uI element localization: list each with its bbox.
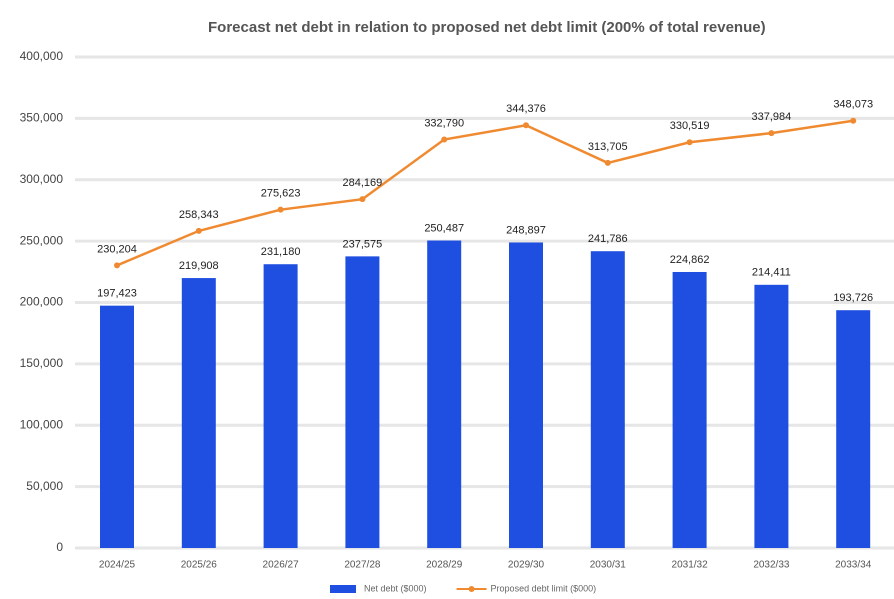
line-marker xyxy=(195,227,202,234)
data-label: 330,519 xyxy=(670,120,710,132)
y-tick-label: 250,000 xyxy=(20,233,64,247)
x-tick-label: 2033/34 xyxy=(835,560,872,571)
y-tick-label: 0 xyxy=(56,540,63,554)
data-label: 193,726 xyxy=(833,292,873,304)
chart-title: Forecast net debt in relation to propose… xyxy=(208,19,766,36)
line-marker xyxy=(114,262,120,269)
bar xyxy=(590,251,625,548)
legend-label: Proposed debt limit ($000) xyxy=(491,583,597,593)
y-tick-label: 350,000 xyxy=(20,111,64,125)
legend-label: Net debt ($000) xyxy=(364,583,427,593)
data-label: 197,423 xyxy=(97,288,137,300)
data-label: 230,204 xyxy=(97,243,137,255)
x-tick-label: 2027/28 xyxy=(344,560,381,571)
line-marker xyxy=(604,159,611,166)
x-tick-label: 2032/33 xyxy=(753,560,790,571)
y-tick-label: 50,000 xyxy=(26,479,63,493)
data-label: 214,411 xyxy=(752,267,791,279)
data-label: 219,908 xyxy=(179,260,219,272)
x-tick-label: 2031/32 xyxy=(672,560,709,571)
data-label: 241,786 xyxy=(588,233,628,245)
data-label: 332,790 xyxy=(424,117,464,129)
y-tick-label: 400,000 xyxy=(20,49,64,63)
data-label: 248,897 xyxy=(506,224,546,236)
line xyxy=(116,119,854,267)
y-tick-label: 200,000 xyxy=(20,295,64,309)
line-marker xyxy=(686,139,693,146)
data-label: 250,487 xyxy=(424,222,464,234)
bar xyxy=(100,305,134,548)
data-label: 348,073 xyxy=(833,99,873,111)
bar xyxy=(181,278,216,548)
y-tick-label: 300,000 xyxy=(20,172,64,186)
data-label: 344,376 xyxy=(506,103,546,115)
data-label: 313,705 xyxy=(588,141,628,153)
bar xyxy=(754,284,789,548)
bar xyxy=(509,242,543,548)
x-tick-label: 2026/27 xyxy=(263,560,300,571)
legend-swatch xyxy=(330,585,356,593)
x-tick-label: 2024/25 xyxy=(99,560,136,571)
data-label: 337,984 xyxy=(752,111,792,123)
line-marker xyxy=(768,130,775,137)
x-tick-label: 2029/30 xyxy=(508,560,545,571)
data-label: 275,623 xyxy=(261,188,301,200)
bar xyxy=(345,256,380,548)
bar xyxy=(427,240,462,548)
line-marker xyxy=(523,122,529,129)
x-tick-label: 2028/29 xyxy=(426,560,463,571)
y-tick-label: 100,000 xyxy=(20,417,64,431)
data-label: 284,169 xyxy=(343,177,383,189)
bar xyxy=(672,271,707,548)
data-label: 224,862 xyxy=(670,254,710,266)
data-label: 258,343 xyxy=(179,209,219,221)
x-tick-label: 2030/31 xyxy=(590,560,627,571)
line-marker xyxy=(850,117,857,124)
data-label: 231,180 xyxy=(261,246,301,258)
line-marker xyxy=(359,196,366,203)
bar xyxy=(263,264,298,548)
legend-swatch xyxy=(468,586,475,592)
line-marker xyxy=(277,206,284,213)
bar xyxy=(836,310,871,548)
x-tick-label: 2025/26 xyxy=(181,560,218,571)
line-marker xyxy=(441,136,448,143)
data-label: 237,575 xyxy=(343,238,383,250)
y-tick-label: 150,000 xyxy=(20,356,64,370)
